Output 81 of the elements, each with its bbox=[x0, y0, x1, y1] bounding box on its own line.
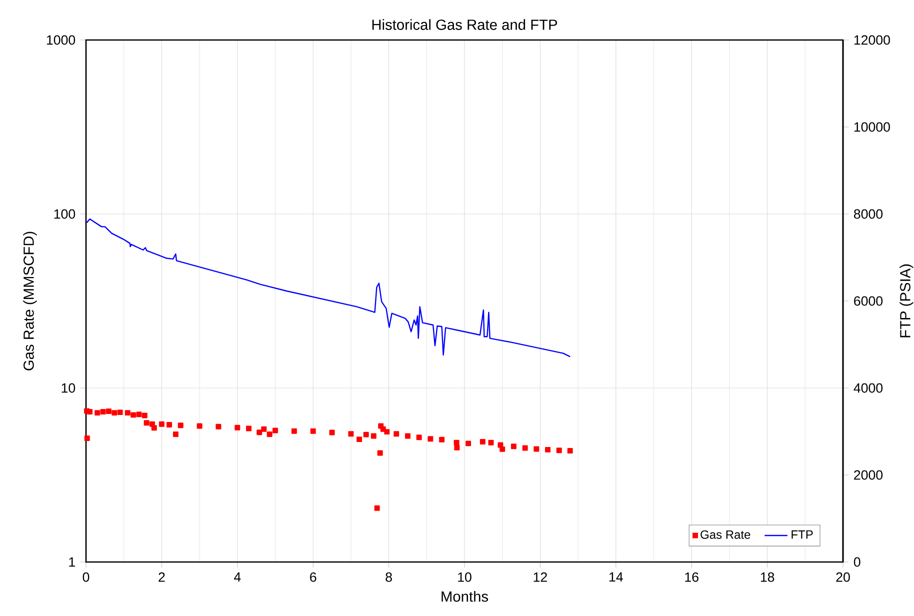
point bbox=[545, 446, 551, 452]
point bbox=[370, 433, 376, 439]
y2-axis-title: FTP (PSIA) bbox=[900, 264, 914, 338]
x-tick-label: 12 bbox=[534, 572, 547, 582]
point bbox=[144, 420, 150, 426]
point bbox=[556, 448, 562, 454]
legend-label: Gas Rate bbox=[700, 530, 750, 539]
point bbox=[151, 425, 157, 431]
point bbox=[384, 429, 390, 435]
y-axis-title: Gas Rate (MMSCFD) bbox=[23, 232, 37, 370]
line-series bbox=[86, 218, 571, 358]
point bbox=[172, 432, 178, 438]
point bbox=[374, 505, 380, 511]
point bbox=[178, 422, 184, 428]
x-tick-label: 2 bbox=[158, 572, 165, 582]
point bbox=[158, 421, 164, 427]
point bbox=[454, 444, 460, 450]
point bbox=[439, 436, 445, 442]
x-axis-title: Months bbox=[442, 590, 488, 602]
point bbox=[377, 450, 383, 456]
point bbox=[466, 440, 472, 446]
y2-tick-label: 12000 bbox=[854, 35, 890, 45]
x-tick-label: 0 bbox=[82, 572, 90, 582]
point bbox=[261, 426, 267, 432]
y-tick-label: 1000 bbox=[46, 35, 76, 45]
point bbox=[567, 448, 573, 454]
point bbox=[356, 436, 362, 442]
x-tick-label: 16 bbox=[685, 572, 698, 582]
point bbox=[100, 409, 106, 415]
point bbox=[256, 430, 262, 436]
point bbox=[272, 428, 278, 434]
point bbox=[142, 412, 148, 418]
point bbox=[106, 408, 112, 414]
point bbox=[196, 423, 202, 429]
x-tick-label: 10 bbox=[458, 572, 472, 582]
point bbox=[310, 428, 316, 434]
y-tick-label: 1 bbox=[69, 557, 75, 567]
x-tick-label: 8 bbox=[386, 572, 392, 582]
y2-tick-label: 10000 bbox=[854, 122, 890, 132]
point bbox=[480, 439, 486, 444]
legend-label: FTP bbox=[792, 530, 813, 539]
point bbox=[130, 412, 136, 418]
point bbox=[84, 436, 90, 442]
point bbox=[266, 432, 272, 438]
point bbox=[348, 431, 354, 437]
point bbox=[454, 440, 460, 446]
point bbox=[404, 433, 410, 439]
point bbox=[246, 426, 252, 432]
point bbox=[510, 444, 516, 450]
y-tick-label: 100 bbox=[54, 209, 76, 219]
y2-tick-label: 0 bbox=[854, 557, 860, 567]
point bbox=[428, 436, 434, 442]
point bbox=[112, 410, 118, 416]
x-tick-label: 14 bbox=[610, 572, 623, 582]
point bbox=[94, 410, 100, 416]
point bbox=[534, 446, 540, 452]
point bbox=[216, 424, 222, 430]
y2-tick-label: 8000 bbox=[854, 209, 883, 219]
point bbox=[363, 432, 369, 438]
point bbox=[488, 440, 494, 446]
point bbox=[500, 446, 506, 452]
point bbox=[117, 410, 123, 416]
point bbox=[87, 409, 93, 415]
x-tick-label: 6 bbox=[310, 572, 316, 582]
point bbox=[166, 422, 172, 428]
point bbox=[124, 410, 130, 416]
y-tick-label: 10 bbox=[62, 383, 76, 393]
point bbox=[522, 445, 528, 451]
y2-tick-label: 2000 bbox=[854, 470, 883, 480]
chart-title: Historical Gas Rate and FTP bbox=[372, 19, 558, 30]
point bbox=[394, 431, 400, 437]
x-tick-label: 18 bbox=[760, 572, 774, 582]
point bbox=[329, 430, 335, 436]
point bbox=[291, 428, 297, 434]
x-tick-label: 4 bbox=[234, 572, 241, 582]
point bbox=[416, 434, 422, 440]
x-tick-label: 20 bbox=[836, 572, 850, 582]
y2-tick-label: 6000 bbox=[854, 296, 883, 306]
y2-tick-label: 4000 bbox=[854, 383, 883, 393]
point bbox=[234, 424, 240, 430]
point bbox=[136, 412, 142, 418]
